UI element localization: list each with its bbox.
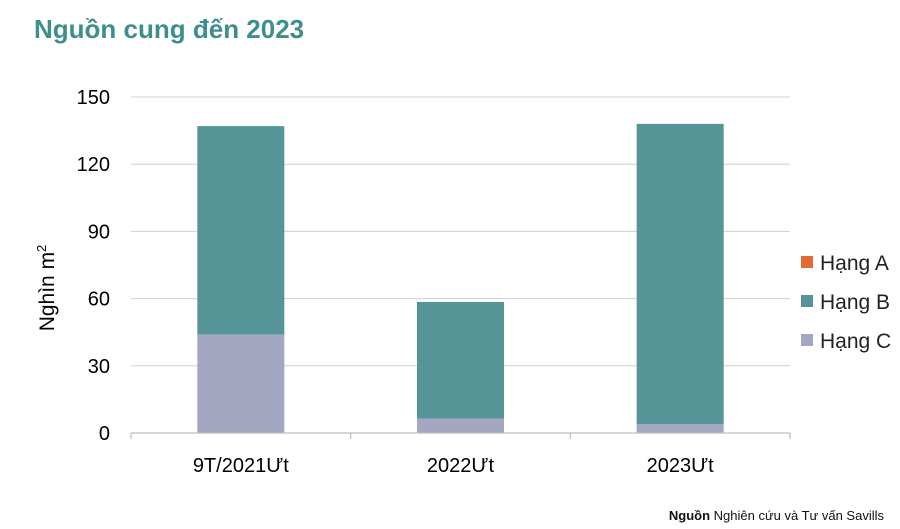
bar-segment <box>417 418 504 433</box>
legend-swatch <box>801 334 813 346</box>
x-tick-label: 9T/2021Ưt <box>193 455 289 477</box>
bars <box>197 123 724 433</box>
y-tick-labels: 0 30 60 90 120 150 <box>77 87 110 445</box>
axes <box>130 432 791 439</box>
bar-segment <box>636 424 724 433</box>
y-tick-label: 120 <box>77 154 110 176</box>
y-axis-label: Nghìn m2 <box>34 245 59 332</box>
y-tick-label: 60 <box>88 289 110 311</box>
x-tick-label: 2023Ưt <box>647 455 715 477</box>
legend-label: Hạng A <box>820 252 889 275</box>
y-tick-label: 30 <box>88 356 110 378</box>
source-note: Nguồn Nghiên cứu và Tư vấn Savills <box>669 508 884 523</box>
y-tick-label: 90 <box>88 221 110 243</box>
legend-swatch <box>801 256 813 268</box>
source-text: Nghiên cứu và Tư vấn Savills <box>713 508 884 523</box>
y-tick-label: 150 <box>77 87 110 109</box>
bar-segment <box>197 126 285 335</box>
legend-swatch <box>801 295 813 307</box>
x-tick-labels: 9T/2021Ưt 2022Ưt 2023Ưt <box>193 455 714 477</box>
source-label: Nguồn <box>668 508 711 523</box>
legend-label: Hạng B <box>820 291 890 314</box>
y-tick-label: 0 <box>99 423 110 445</box>
chart-title: Nguồn cung đến 2023 <box>34 14 305 44</box>
bar-segment <box>197 334 285 433</box>
legend-label: Hạng C <box>820 330 891 353</box>
bar-segment <box>636 123 724 425</box>
x-tick-label: 2022Ưt <box>427 455 495 477</box>
legend: Hạng A Hạng B Hạng C <box>801 252 891 353</box>
bar-segment <box>417 301 504 419</box>
